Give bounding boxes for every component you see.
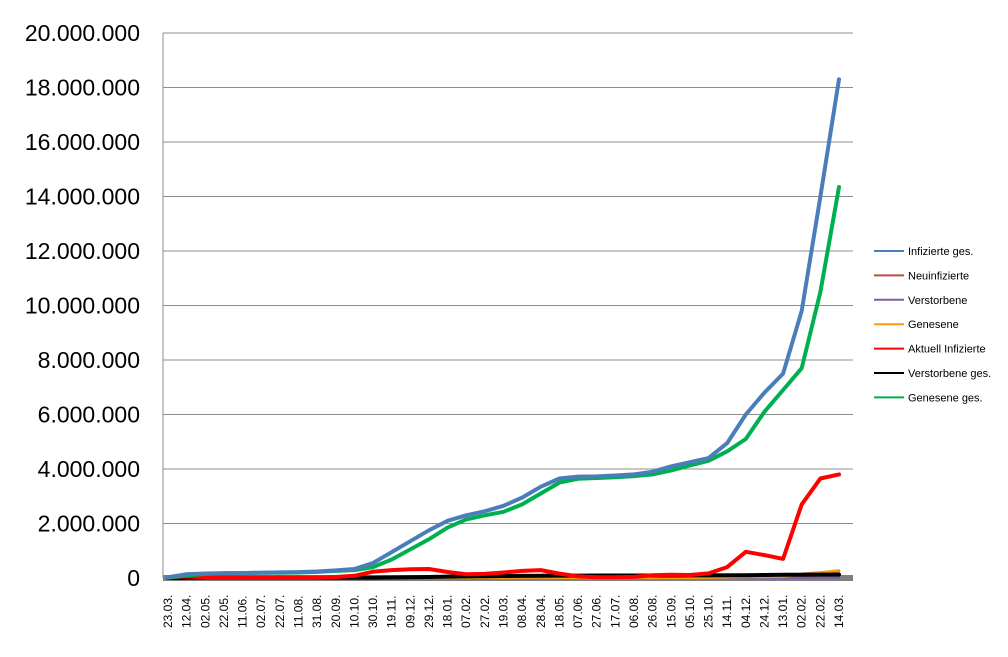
x-axis: 23.03. 12.04. 02.05. 22.05. 11.06. 02.07. 22.0… [161,575,853,628]
y-tick-label: 12.000.000 [25,238,140,264]
x-tick-label: 23.03. [161,595,175,628]
legend-label: Genesene [908,319,959,331]
y-tick-label: 18.000.000 [25,75,140,101]
x-tick-label: 18.01. [441,595,455,628]
x-tick-label: 19.11. [385,596,399,628]
x-tick-label: 17.07. [608,595,622,628]
x-tick-label: 02.02. [795,595,809,628]
x-tick-label: 07.06. [571,595,585,628]
x-tick-label: 06.08. [627,595,641,628]
x-tick-label: 27.02. [478,595,492,628]
x-tick-label: 29.12. [422,595,436,628]
x-tick-label: 30.10. [366,595,380,628]
legend-label: Genesene ges. [908,392,983,404]
x-tick-label: 24.12. [757,595,771,628]
x-tick-label: 02.05. [198,595,212,628]
x-tick-label: 14.03. [832,595,846,628]
y-tick-label: 10.000.000 [25,293,140,319]
y-tick-label: 14.000.000 [25,184,140,210]
y-tick-label: 6.000.000 [38,402,140,428]
x-tick-label: 09.12. [403,595,417,628]
x-tick-label: 04.12. [739,595,753,628]
legend-label: Infizierte ges. [908,246,973,258]
x-tick-label: 02.07. [254,595,268,628]
x-tick-label: 13.01. [776,595,790,628]
y-tick-label: 0 [127,565,140,591]
series-line-genesene-ges- [166,185,841,580]
x-tick-label: 18.05. [552,595,566,628]
x-tick-label: 11.08. [291,596,305,628]
x-tick-label: 11.06. [236,596,250,628]
x-tick-label: 10.10. [347,595,361,628]
x-tick-label: 20.09. [329,595,343,628]
x-tick-label: 07.02. [459,595,473,628]
x-tick-label: 22.05. [217,595,231,628]
legend-label: Neuinfizierte [908,270,969,282]
y-axis: 0 2.000.000 4.000.000 6.000.000 8.000.000 10.… [25,20,164,591]
x-tick-label: 27.06. [590,595,604,628]
y-tick-label: 8.000.000 [38,347,140,373]
x-tick-label: 15.09. [664,595,678,628]
legend-label: Aktuell Infizierte [908,344,986,356]
x-tick-label: 05.10. [683,595,697,628]
y-tick-label: 2.000.000 [38,511,140,537]
gridlines [163,32,853,524]
legend-label: Verstorbene ges. [908,368,991,380]
x-tick-label: 08.04. [515,595,529,628]
y-tick-label: 20.000.000 [25,20,140,46]
x-tick-label: 12.04. [180,595,194,628]
series-lines [166,77,841,580]
x-tick-label: 22.02. [813,595,827,628]
x-tick-label: 14.11. [720,596,734,628]
series-line-infizierte-ges- [166,77,841,580]
x-tick-label: 26.08. [646,595,660,628]
series-line-aktuell-infizierte [166,472,841,580]
legend-label: Verstorbene [908,295,967,307]
x-tick-label: 25.10. [702,595,716,628]
y-tick-label: 16.000.000 [25,129,140,155]
x-tick-label: 22.07. [273,595,287,628]
y-tick-label: 4.000.000 [38,456,140,482]
x-tick-label: 31.08. [310,595,324,628]
legend: Infizierte ges. Neuinfizierte Verstorbene G… [874,246,991,404]
x-tick-label: 19.03. [497,595,511,628]
x-tick-label: 28.04. [534,595,548,628]
